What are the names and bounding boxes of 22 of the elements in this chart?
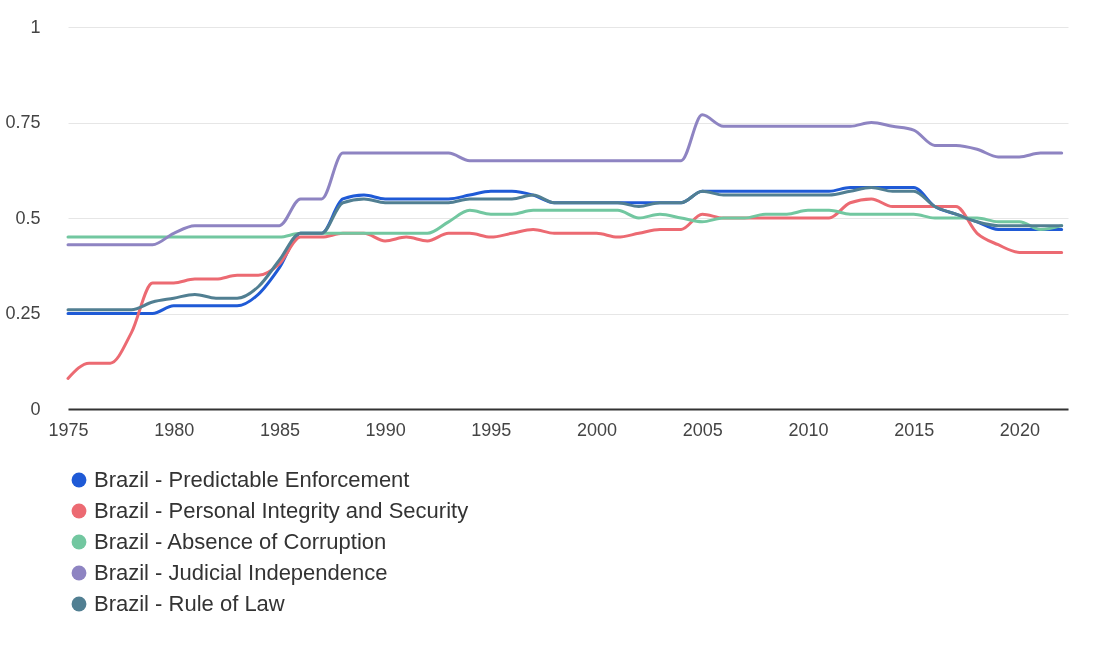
legend-label: Brazil - Absence of Corruption xyxy=(94,529,387,554)
line-series xyxy=(66,113,1064,247)
legend-label: Brazil - Rule of Law xyxy=(94,591,285,616)
x-tick-label: 1985 xyxy=(259,419,300,440)
y-tick-label: 0.25 xyxy=(5,303,41,323)
legend-label: Brazil - Personal Integrity and Security xyxy=(94,498,469,523)
x-tick-label: 1980 xyxy=(154,419,195,440)
x-tick-label: 2005 xyxy=(682,419,723,440)
y-tick-label: 0 xyxy=(30,398,41,419)
y-tick-label: 0.75 xyxy=(5,112,41,132)
x-tick-label: 2000 xyxy=(577,419,618,440)
x-tick-label: 1990 xyxy=(365,419,406,440)
x-tick-label: 1975 xyxy=(48,419,89,440)
x-tick-label: 2010 xyxy=(788,419,829,440)
x-tick-label: 1995 xyxy=(471,419,512,440)
y-tick-label: 0.5 xyxy=(15,207,41,228)
x-tick-label: 2015 xyxy=(894,419,935,440)
line-series xyxy=(66,197,1064,380)
x-tick-label: 2020 xyxy=(999,419,1040,440)
legend-label: Brazil - Predictable Enforcement xyxy=(94,467,410,492)
y-tick-label: 1 xyxy=(30,16,41,37)
legend-label: Brazil - Judicial Independence xyxy=(94,560,388,585)
